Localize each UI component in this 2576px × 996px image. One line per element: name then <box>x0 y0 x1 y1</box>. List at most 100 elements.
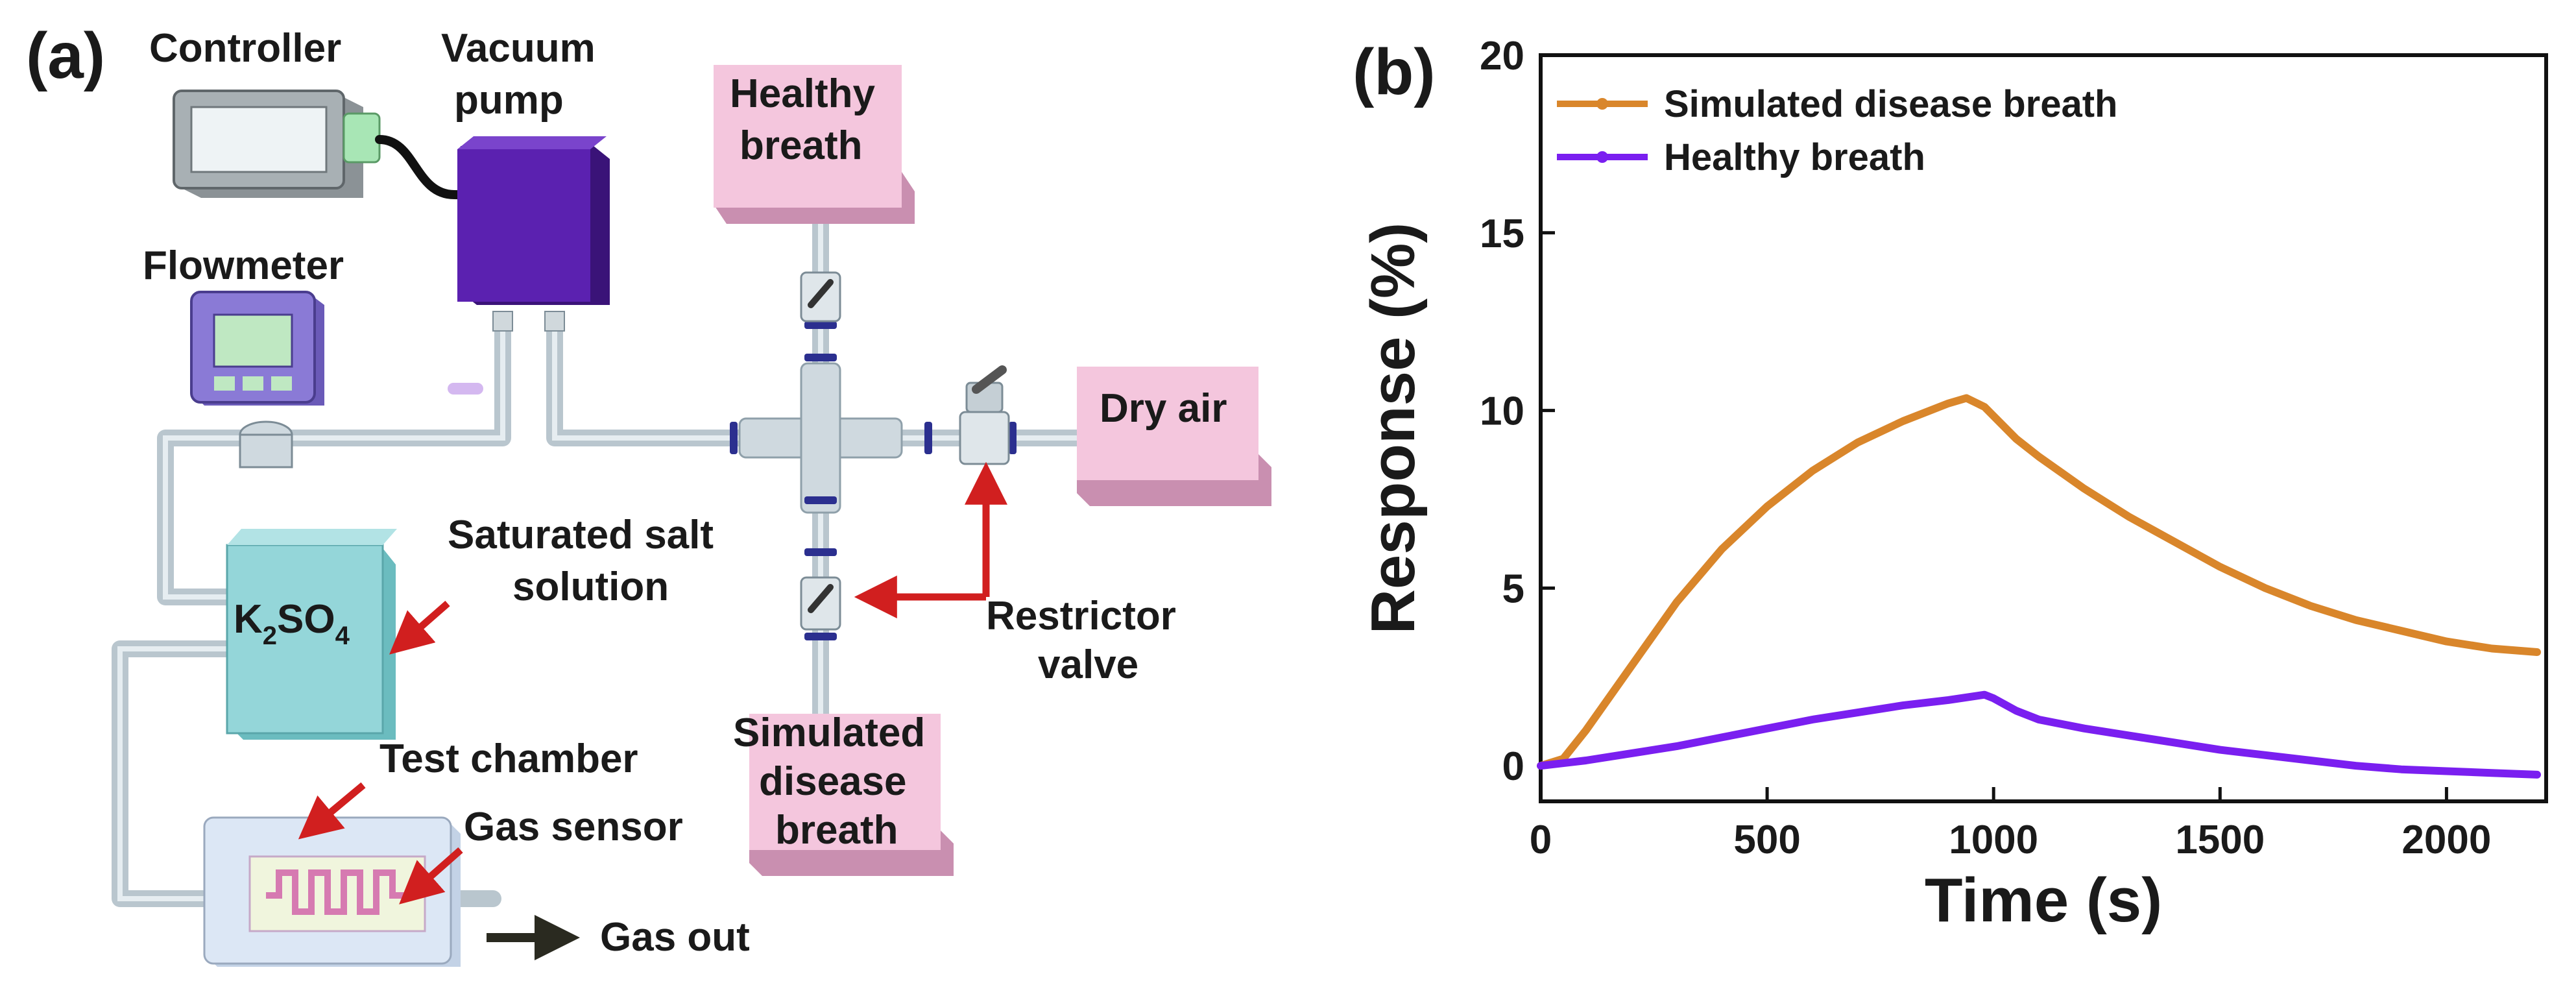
saturated-salt-label-2: solution <box>512 565 669 609</box>
dry-air-label: Dry air <box>1100 386 1227 431</box>
series-1-point-16 <box>2126 733 2132 738</box>
legend-label-1: Healthy breath <box>1664 136 1925 178</box>
x-axis-title: Time (s) <box>1925 866 2162 935</box>
chart-series <box>1537 394 2541 779</box>
series-0-point-21 <box>2353 617 2359 623</box>
series-0-point-4 <box>1674 600 1679 605</box>
y-tick-label-3: 15 <box>1480 212 1524 256</box>
series-1-point-20 <box>2307 758 2313 764</box>
panel-a-label: (a) <box>26 19 105 92</box>
series-1-point-8 <box>1855 710 1860 716</box>
salt-formula-label: K2SO4 <box>234 597 350 650</box>
series-0-point-24 <box>2489 646 2495 651</box>
x-tick-label-1: 500 <box>1733 818 1800 862</box>
series-0-point-18 <box>2217 564 2223 570</box>
y-tick-label-0: 0 <box>1502 744 1524 789</box>
valve-upper <box>800 271 841 322</box>
series-0-point-20 <box>2307 603 2313 609</box>
series-1-point-4 <box>1719 735 1725 740</box>
series-line-1 <box>1537 690 2541 779</box>
y-axis-title: Response (%) <box>1358 223 1428 635</box>
cross-joint-vertical <box>800 362 841 514</box>
series-1-point-15 <box>2081 725 2087 731</box>
series-0-point-6 <box>1764 504 1770 509</box>
series-1-point-10 <box>1945 697 1951 703</box>
x-tick-label-3: 1500 <box>2175 818 2265 862</box>
series-0-point-12 <box>1982 404 1988 410</box>
series-0-point-15 <box>2081 486 2087 492</box>
plot-frame <box>1539 53 2548 803</box>
flowmeter-device <box>190 291 324 468</box>
series-0-point-9 <box>1900 419 1906 424</box>
gas-sensor-electrode <box>266 869 409 915</box>
series-1-point-25 <box>2534 771 2540 777</box>
series-0-point-11 <box>1964 395 1969 401</box>
series-0-point-22 <box>2398 628 2404 634</box>
series-1-point-17 <box>2172 740 2178 746</box>
pipe-couplings <box>730 321 1017 640</box>
test-chamber-label: Test chamber <box>379 736 638 781</box>
series-1-point-21 <box>2353 763 2359 769</box>
y-tick-label-1: 5 <box>1502 566 1524 611</box>
controller-label: Controller <box>149 26 341 71</box>
series-0-point-8 <box>1855 439 1860 445</box>
chart-axes: 0 500 1000 1500 2000 0 5 10 15 20 Time (s) Response… <box>1358 34 2548 935</box>
healthy-breath-label-1: Healthy <box>730 71 875 116</box>
series-1-point-14 <box>2036 717 2042 723</box>
series-1-point-6 <box>1791 720 1797 726</box>
series-1-point-23 <box>2444 768 2450 774</box>
x-tick-label-4: 2000 <box>2401 818 2491 862</box>
healthy-breath-box <box>714 65 915 224</box>
series-1-point-1 <box>1583 758 1589 764</box>
series-1-point-19 <box>2263 752 2269 758</box>
gas-sensor-label: Gas sensor <box>464 805 683 849</box>
series-1-point-2 <box>1628 751 1634 757</box>
panel-b-label: (b) <box>1353 36 1436 108</box>
restrictor-valve-label-1: Restrictor <box>986 594 1176 638</box>
restrictor-valve-label-2: valve <box>1038 642 1138 687</box>
annotation-arrows <box>298 461 1007 905</box>
series-0-point-2 <box>1583 727 1589 733</box>
series-0-point-10 <box>1945 400 1951 406</box>
restrictor-valve <box>959 365 1010 465</box>
pipe-pump-to-cross <box>546 316 748 446</box>
series-1-point-12 <box>1991 696 1997 701</box>
chart-legend: Simulated disease breath Healthy breath <box>1557 83 2117 178</box>
simulated-breath-label-2: disease <box>759 759 907 804</box>
saturated-salt-label-1: Saturated salt <box>448 513 714 557</box>
simulated-breath-label-3: breath <box>775 808 898 853</box>
series-0-point-19 <box>2263 585 2269 591</box>
gas-out-label: Gas out <box>600 915 750 960</box>
series-0-point-23 <box>2444 638 2450 644</box>
series-0-point-7 <box>1809 468 1815 474</box>
series-0-point-14 <box>2036 454 2042 459</box>
x-tick-label-2: 1000 <box>1949 818 2038 862</box>
legend-marker-1 <box>1596 151 1608 163</box>
simulated-breath-label-1: Simulated <box>733 711 925 755</box>
test-chamber <box>203 816 461 967</box>
x-tick-label-0: 0 <box>1530 818 1552 862</box>
valve-lower <box>800 576 841 631</box>
arrow-to-chamber <box>298 782 366 840</box>
series-1-point-5 <box>1764 725 1770 731</box>
series-0-point-17 <box>2172 539 2178 545</box>
series-1-point-9 <box>1900 703 1906 709</box>
series-1-point-3 <box>1674 744 1679 749</box>
salt-container <box>226 529 397 740</box>
panel-b-chart: (b) 0 500 1000 1500 2000 0 5 10 15 20 Time (s) Resp… <box>1353 34 2548 935</box>
controller-device <box>173 90 485 207</box>
y-tick-label-4: 20 <box>1480 34 1524 79</box>
series-0-point-13 <box>2014 436 2019 442</box>
series-0-point-3 <box>1628 663 1634 669</box>
flowmeter-label: Flowmeter <box>143 243 344 288</box>
legend-label-0: Simulated disease breath <box>1664 83 2117 125</box>
arrow-to-salt <box>389 600 450 655</box>
y-tick-label-2: 10 <box>1480 389 1524 434</box>
healthy-breath-label-2: breath <box>740 123 862 168</box>
series-1-point-22 <box>2398 766 2404 772</box>
series-0-point-5 <box>1719 546 1725 552</box>
vacuum-pump-label-1: Vacuum <box>441 26 596 71</box>
simulated-breath-box <box>749 714 954 876</box>
series-1-point-7 <box>1809 717 1815 723</box>
